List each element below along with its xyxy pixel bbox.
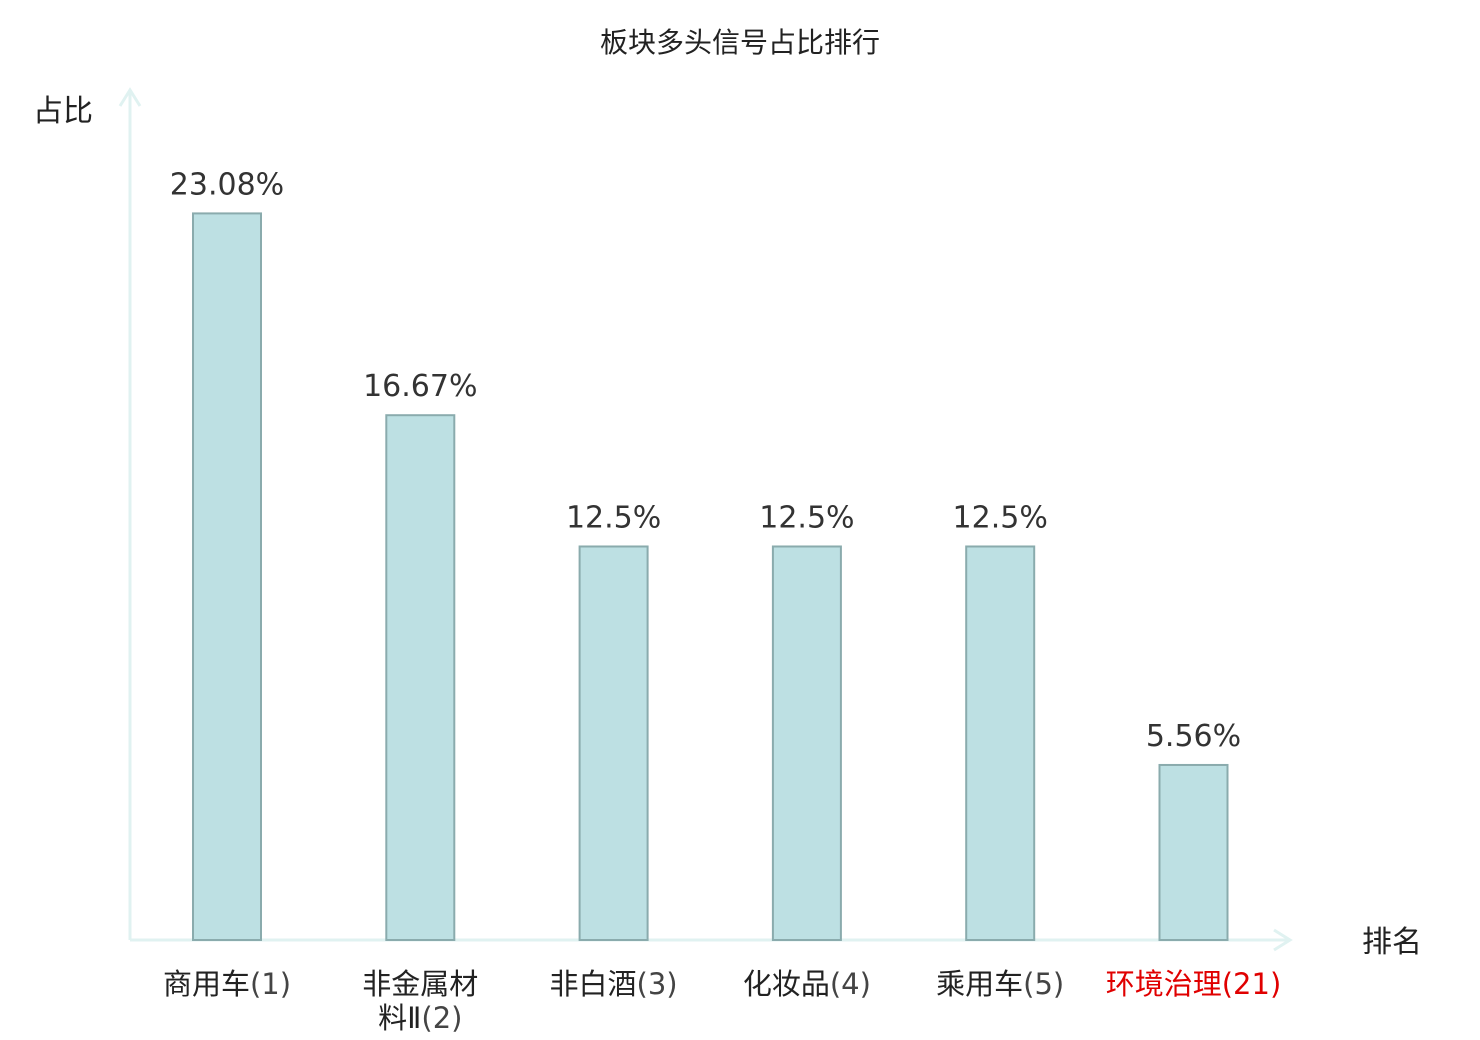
- bar-3: [578, 545, 649, 942]
- value-label-3: 12.5%: [566, 500, 661, 535]
- category-label-2-line-2: 料Ⅱ(2): [378, 1001, 462, 1035]
- category-label-3: 非白酒(3): [550, 967, 678, 1001]
- y-axis-arrow: [118, 87, 142, 107]
- value-label-4: 12.5%: [759, 500, 854, 535]
- category-label-6: 环境治理(21): [1106, 967, 1282, 1001]
- value-label-1: 23.08%: [170, 167, 284, 202]
- value-labels-group: 23.08% 16.67% 12.5% 12.5% 12.5% 5.56%: [170, 167, 1241, 754]
- value-label-6: 5.56%: [1146, 719, 1241, 754]
- x-axis-arrow: [1273, 928, 1293, 952]
- bar-4: [771, 545, 842, 942]
- value-label-2: 16.67%: [363, 369, 477, 404]
- category-label-5: 乘用车(5): [936, 967, 1064, 1001]
- bar-6: [1158, 763, 1229, 941]
- category-label-1: 商用车(1): [163, 967, 291, 1001]
- bar-2: [385, 414, 456, 942]
- bar-5: [965, 545, 1036, 942]
- category-label-2-line-1: 非金属材: [362, 967, 478, 1001]
- bar-1: [192, 212, 262, 941]
- value-label-5: 12.5%: [953, 500, 1048, 535]
- axes: [118, 87, 1293, 952]
- category-label-4: 化妆品(4): [743, 967, 871, 1001]
- y-axis-label: 占比: [33, 94, 93, 129]
- x-axis-label: 排名: [1362, 925, 1422, 960]
- chart-title: 板块多头信号占比排行: [600, 26, 880, 59]
- bars-group: [192, 212, 1229, 942]
